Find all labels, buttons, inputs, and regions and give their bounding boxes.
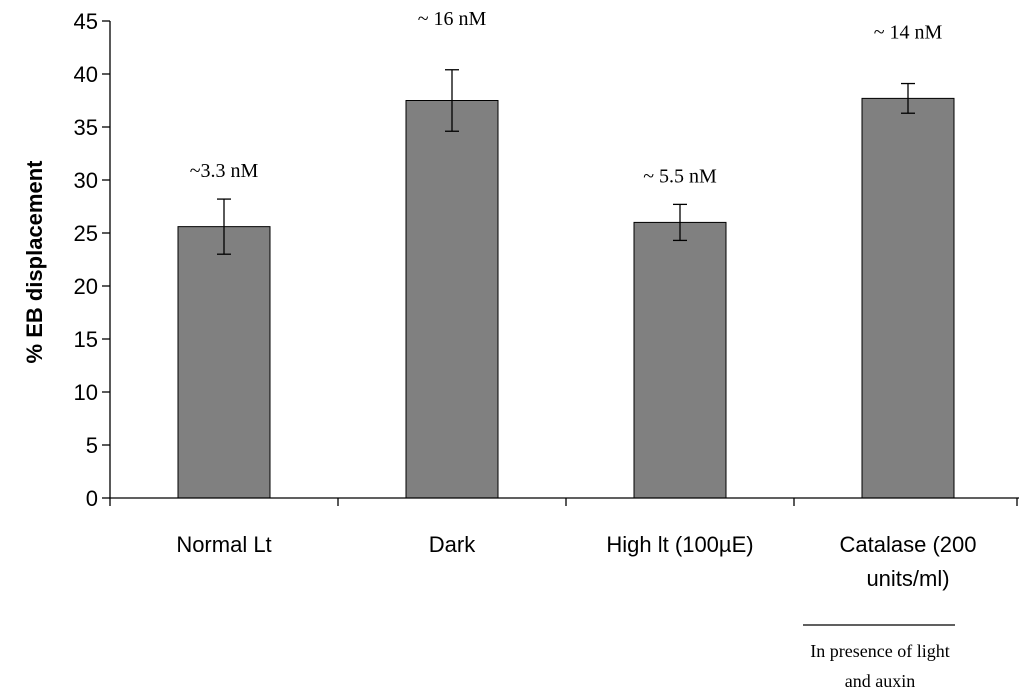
bar — [633, 221, 727, 499]
error-bars — [217, 69, 915, 255]
error-bar — [445, 69, 459, 132]
y-axis-ticks: 0 5 10 15 20 25 30 35 40 45 — [74, 9, 111, 511]
category-labels: Normal Lt Dark High lt (100µE) Catalase (20… — [176, 532, 976, 591]
bar — [177, 226, 271, 499]
y-tick-label: 20 — [74, 274, 98, 299]
y-tick-label: 0 — [86, 486, 98, 511]
y-tick-label: 40 — [74, 62, 98, 87]
error-bar — [901, 82, 915, 114]
category-label: High lt (100µE) — [606, 532, 753, 557]
x-axis — [109, 497, 1019, 506]
bar — [405, 100, 499, 499]
y-axis-label: % EB displacement — [22, 160, 47, 364]
y-tick-label: 25 — [74, 221, 98, 246]
bar-annotation: ~3.3 nM — [190, 160, 259, 182]
bar — [861, 97, 955, 499]
y-tick-label: 15 — [74, 327, 98, 352]
bars — [177, 97, 955, 499]
bar-annotation: ~ 16 nM — [418, 8, 487, 30]
error-bar — [217, 198, 231, 255]
category-label: Normal Lt — [176, 532, 271, 557]
category-label: Dark — [429, 532, 476, 557]
note-line-1: In presence of light — [810, 641, 949, 661]
bar-annotations: ~3.3 nM ~ 16 nM ~ 5.5 nM ~ 14 nM — [190, 8, 943, 188]
y-tick-label: 5 — [86, 433, 98, 458]
category-label: Catalase (200 — [840, 532, 977, 557]
note-line-2: and auxin — [845, 671, 915, 691]
y-tick-label: 30 — [74, 168, 98, 193]
category-label: units/ml) — [866, 566, 949, 591]
bar-annotation: ~ 14 nM — [874, 22, 943, 44]
y-tick-label: 10 — [74, 380, 98, 405]
bar-annotation: ~ 5.5 nM — [643, 165, 717, 187]
y-tick-label: 35 — [74, 115, 98, 140]
error-bar — [673, 203, 687, 242]
y-tick-label: 45 — [74, 9, 98, 34]
